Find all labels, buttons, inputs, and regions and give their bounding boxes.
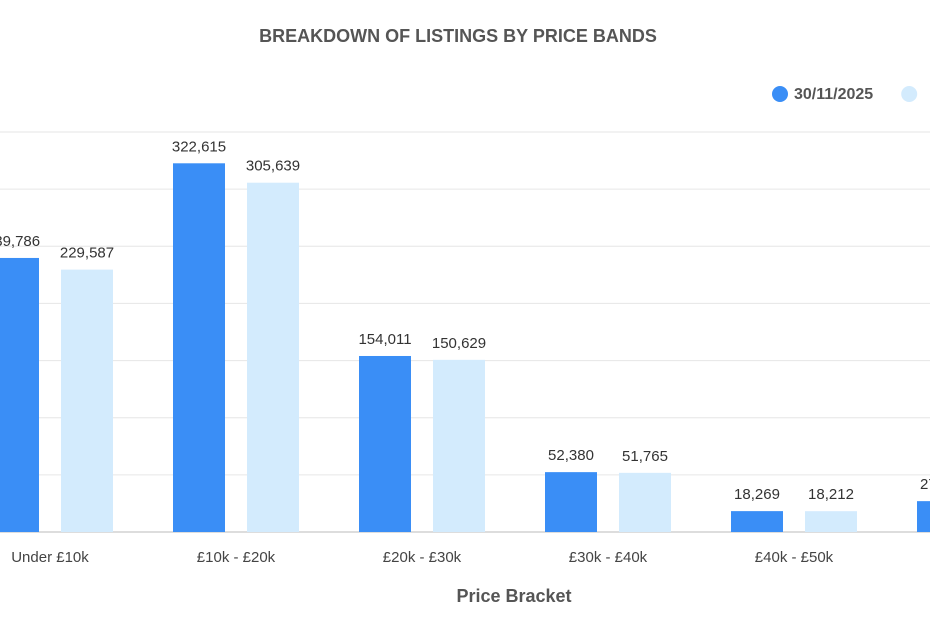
legend-marker [772,86,788,102]
data-label: 18,269 [734,486,780,503]
bar [61,269,113,532]
bar [731,511,783,532]
data-label: 27,000 [920,476,930,493]
bar [173,163,225,532]
data-label: 150,629 [432,335,486,352]
x-tick-label: £40k - £50k [755,549,834,566]
x-tick-label: £20k - £30k [383,549,462,566]
legend-marker [901,86,918,102]
x-tick-label: £30k - £40k [569,549,648,566]
data-label: 322,615 [172,138,226,155]
bar [247,182,299,532]
chart-title: BREAKDOWN OF LISTINGS BY PRICE BANDS [259,26,657,46]
data-label: 239,786 [0,233,40,250]
x-tick-label: Under £10k [11,549,89,566]
data-label: 154,011 [358,331,411,348]
x-tick-label: £10k - £20k [197,549,276,566]
bar [433,359,485,532]
x-axis-title: Price Bracket [456,586,571,606]
data-label: 51,765 [622,448,668,465]
legend-label: 30/11/2025 [794,86,873,103]
bar [359,355,411,532]
bar [0,257,39,532]
bar [917,501,930,532]
bar [805,511,857,532]
data-label: 18,212 [808,486,854,503]
bar [545,472,597,532]
data-label: 229,587 [60,245,114,262]
data-label: 52,380 [548,447,594,464]
data-label: 305,639 [246,158,300,175]
bar [619,472,671,532]
